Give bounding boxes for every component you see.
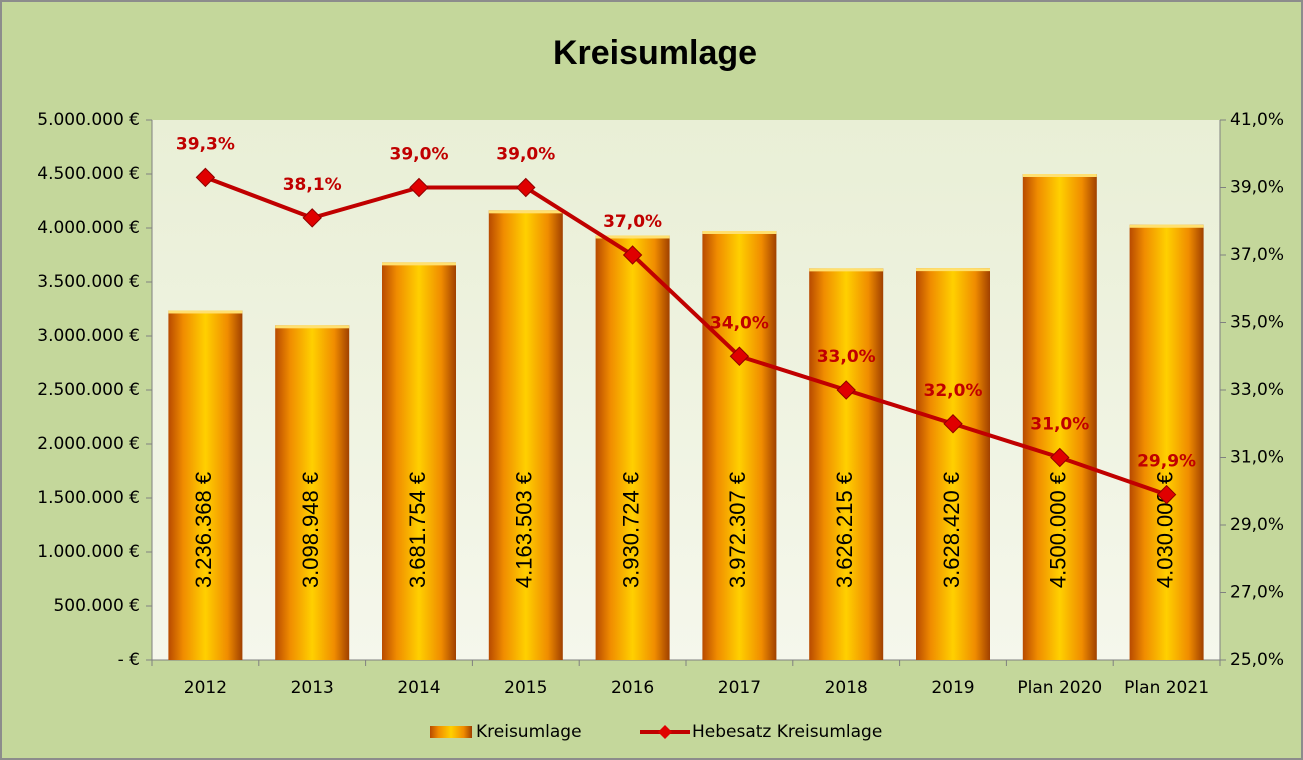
y2-tick-label: 31,0% — [1230, 448, 1284, 468]
line-value-label: 29,9% — [1137, 452, 1196, 472]
bar-value-label: 3.236.368 € — [191, 472, 216, 588]
y-tick-label: 5.000.000 € — [37, 110, 140, 130]
bar-value-label: 3.972.307 € — [725, 472, 750, 588]
bar-value-label: 3.628.420 € — [939, 472, 964, 588]
line-marker — [1050, 447, 1070, 468]
line-value-label: 31,0% — [1030, 415, 1089, 435]
y2-tick-label: 39,0% — [1230, 178, 1284, 198]
line-marker — [302, 208, 322, 228]
bar-top — [382, 262, 456, 266]
x-tick-label: 2013 — [291, 678, 334, 698]
y2-tick-label: 35,0% — [1230, 313, 1284, 333]
y2-tick-label: 29,0% — [1230, 515, 1284, 535]
bar-top — [916, 268, 990, 272]
bar — [809, 268, 884, 660]
y2-tick-label: 41,0% — [1230, 110, 1284, 130]
bar-value-label: 4.163.503 € — [512, 472, 537, 588]
bar — [275, 325, 350, 660]
line-marker — [729, 346, 750, 366]
x-tick-label: 2019 — [931, 678, 974, 698]
y2-tick-label: 25,0% — [1230, 650, 1284, 670]
x-tick-label: 2018 — [825, 678, 868, 698]
line-value-label: 33,0% — [817, 347, 876, 367]
y2-tick-label: 27,0% — [1230, 583, 1284, 603]
y2-tick-label: 37,0% — [1230, 245, 1284, 265]
legend-label: Hebesatz Kreisumlage — [692, 722, 882, 742]
x-tick-label: 2012 — [184, 678, 227, 698]
x-tick-label: Plan 2021 — [1124, 678, 1209, 698]
y-tick-label: 1.500.000 € — [37, 488, 140, 508]
bar-value-label: 3.930.724 € — [618, 472, 643, 588]
bar — [168, 310, 243, 660]
line-marker — [943, 414, 963, 434]
line-marker — [1156, 484, 1177, 505]
bar — [1129, 224, 1204, 660]
x-tick-label: Plan 2020 — [1017, 678, 1102, 698]
bar-top — [595, 235, 670, 239]
bar-top — [1129, 224, 1204, 228]
y-tick-label: 1.000.000 € — [37, 542, 140, 562]
y-tick-label: 3.500.000 € — [37, 272, 140, 292]
line-marker — [622, 245, 643, 265]
legend-swatch — [430, 726, 472, 738]
bar-top — [1022, 174, 1097, 177]
bar-top — [168, 310, 243, 314]
line-marker — [516, 177, 536, 198]
bar — [488, 210, 563, 660]
line-value-label: 39,0% — [390, 145, 449, 165]
bar-value-label: 3.626.215 € — [832, 472, 857, 588]
line-marker — [409, 177, 429, 198]
line-value-label: 38,1% — [283, 175, 342, 195]
bar — [382, 262, 456, 660]
bar-top — [702, 230, 777, 234]
bar — [916, 268, 990, 660]
y-tick-label: 500.000 € — [53, 596, 140, 616]
bar-value-label: 3.681.754 € — [405, 472, 430, 588]
bar-top — [275, 325, 350, 329]
y-tick-label: 3.000.000 € — [37, 326, 140, 346]
bar-top — [488, 210, 563, 214]
bar-value-label: 4.500.000 € — [1046, 472, 1071, 588]
bar — [595, 235, 670, 660]
x-tick-label: 2017 — [718, 678, 761, 698]
line-marker — [836, 380, 856, 400]
bar-value-label: 3.098.948 € — [298, 472, 323, 588]
y-tick-label: 4.500.000 € — [37, 164, 140, 184]
line-value-label: 32,0% — [924, 381, 983, 401]
bar — [1022, 174, 1097, 660]
line-value-label: 39,0% — [496, 145, 555, 165]
x-tick-label: 2016 — [611, 678, 654, 698]
y-tick-label: 4.000.000 € — [37, 218, 140, 238]
line-marker — [195, 167, 216, 188]
line-value-label: 34,0% — [710, 313, 769, 333]
x-tick-label: 2015 — [504, 678, 547, 698]
bar — [702, 230, 777, 660]
y-tick-label: - € — [118, 650, 140, 670]
line-value-label: 37,0% — [603, 212, 662, 232]
x-tick-label: 2014 — [397, 678, 440, 698]
legend-marker — [658, 725, 672, 739]
legend-label: Kreisumlage — [476, 722, 582, 742]
bar-top — [809, 268, 884, 272]
line-value-label: 39,3% — [176, 134, 235, 154]
y-tick-label: 2.000.000 € — [37, 434, 140, 454]
line — [204, 175, 1168, 497]
y-tick-label: 2.500.000 € — [37, 380, 140, 400]
chart-title: Kreisumlage — [553, 34, 757, 72]
y2-tick-label: 33,0% — [1230, 380, 1284, 400]
